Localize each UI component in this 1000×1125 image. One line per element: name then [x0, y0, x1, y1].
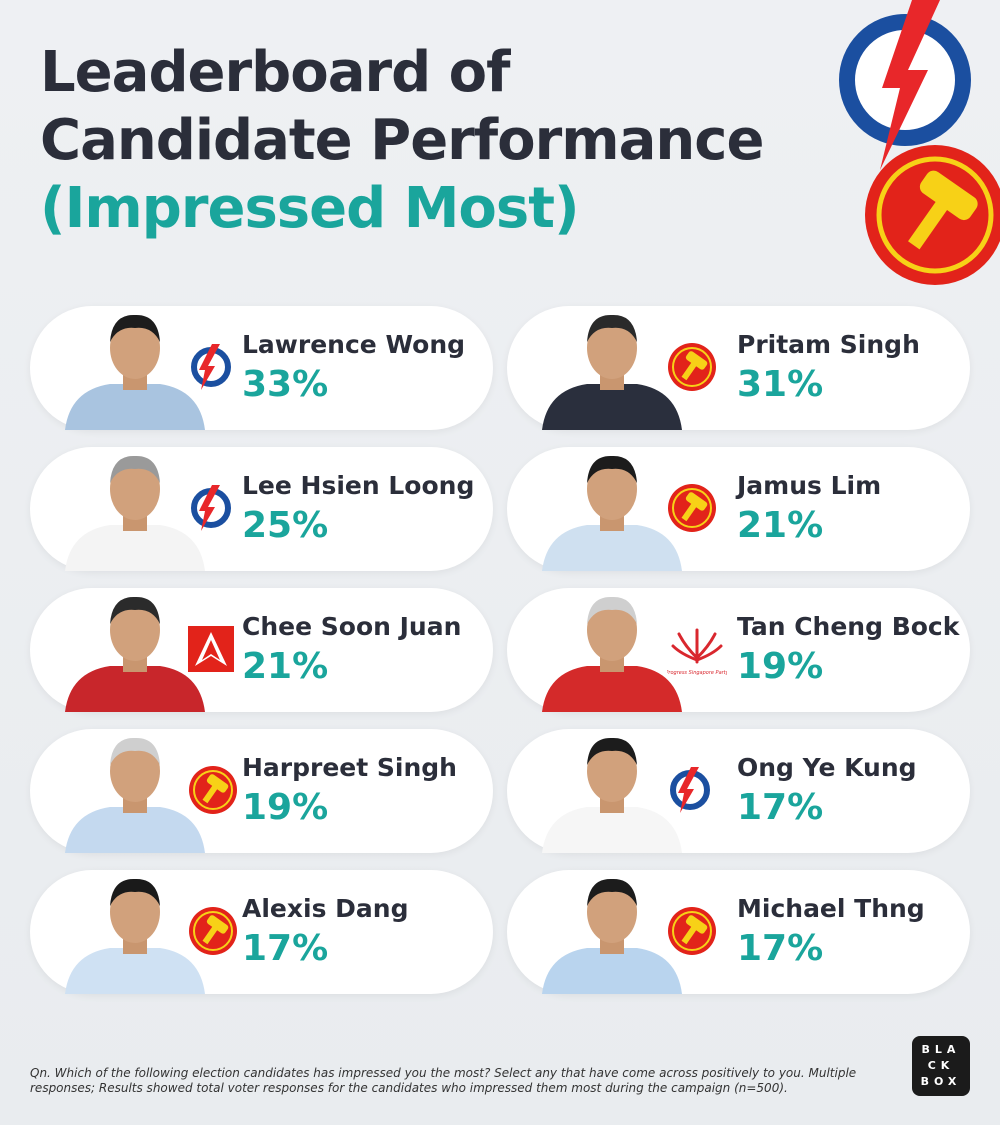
footnote: Qn. Which of the following election cand…: [30, 1066, 857, 1095]
candidate-percent: 17%: [737, 787, 824, 828]
party-logo: [667, 906, 717, 960]
candidate-percent: 17%: [737, 928, 824, 969]
candidate-photo: [65, 314, 205, 430]
psp-logo: Progress Singapore Party: [665, 628, 730, 676]
pap-logo: [191, 344, 231, 390]
candidate-percent: 31%: [737, 364, 824, 405]
candidate-card: Harpreet Singh 19%: [30, 729, 493, 853]
title-line: (Impressed Most): [40, 176, 580, 241]
candidate-card: Chee Soon Juan 21%: [30, 588, 493, 712]
title-line: Leaderboard of: [40, 40, 511, 105]
brand-line: CK: [927, 1059, 955, 1072]
candidate-photo: [542, 737, 682, 853]
party-logo: [188, 342, 234, 396]
candidate-percent: 33%: [242, 364, 329, 405]
wp-logo: [668, 343, 716, 391]
candidate-name: Lawrence Wong: [242, 330, 466, 359]
title-line: Candidate Performance: [40, 108, 764, 173]
wp-logo: [668, 907, 716, 955]
candidate-percent: 21%: [737, 505, 824, 546]
candidate-name: Alexis Dang: [242, 894, 409, 923]
brand-line: BOX: [920, 1075, 962, 1088]
candidate-card: Alexis Dang 17%: [30, 870, 493, 994]
candidate-card: Progress Singapore Party Tan Cheng Bock 19…: [507, 588, 970, 712]
brand-logo: BLA CK BOX: [912, 1036, 970, 1096]
party-logo: [188, 906, 238, 960]
candidate-card: Jamus Lim 21%: [507, 447, 970, 571]
candidate-card: Lee Hsien Loong 25%: [30, 447, 493, 571]
party-logo: [188, 483, 234, 537]
candidate-name: Harpreet Singh: [242, 753, 457, 782]
party-logo: Progress Singapore Party: [665, 620, 730, 684]
candidate-photo: [542, 455, 682, 571]
candidate-name: Michael Thng: [737, 894, 925, 923]
sdp-logo: [188, 626, 234, 672]
candidate-photo: [65, 596, 205, 712]
candidate-name: Jamus Lim: [737, 471, 882, 500]
party-logo: [667, 483, 717, 537]
candidate-percent: 19%: [737, 646, 824, 687]
pap-logo: [191, 485, 231, 531]
candidate-card: Pritam Singh 31%: [507, 306, 970, 430]
candidate-photo: [542, 596, 682, 712]
candidate-percent: 25%: [242, 505, 329, 546]
candidate-card: Michael Thng 17%: [507, 870, 970, 994]
candidate-name: Chee Soon Juan: [242, 612, 462, 641]
candidate-photo: [542, 878, 682, 994]
candidate-card: Ong Ye Kung 17%: [507, 729, 970, 853]
pap-logo: [670, 767, 710, 813]
candidate-card: Lawrence Wong 33%: [30, 306, 493, 430]
candidate-percent: 21%: [242, 646, 329, 687]
candidate-name: Ong Ye Kung: [737, 753, 917, 782]
candidate-name: Pritam Singh: [737, 330, 920, 359]
party-logo: [188, 765, 238, 819]
psp-logo-text: Progress Singapore Party: [667, 670, 727, 676]
party-logo: [667, 342, 717, 396]
candidate-photo: [542, 314, 682, 430]
candidate-name: Tan Cheng Bock: [737, 612, 960, 641]
candidate-percent: 19%: [242, 787, 329, 828]
party-logo: [667, 765, 713, 819]
brand-line: BLA: [921, 1043, 961, 1056]
candidate-percent: 17%: [242, 928, 329, 969]
wp-logo: [189, 907, 237, 955]
wp-logo: [668, 484, 716, 532]
candidate-photo: [65, 878, 205, 994]
wp-logo: [189, 766, 237, 814]
candidate-photo: [65, 737, 205, 853]
candidate-name: Lee Hsien Loong: [242, 471, 475, 500]
party-logos: [839, 0, 1000, 285]
candidate-photo: [65, 455, 205, 571]
party-logo: [188, 624, 234, 678]
